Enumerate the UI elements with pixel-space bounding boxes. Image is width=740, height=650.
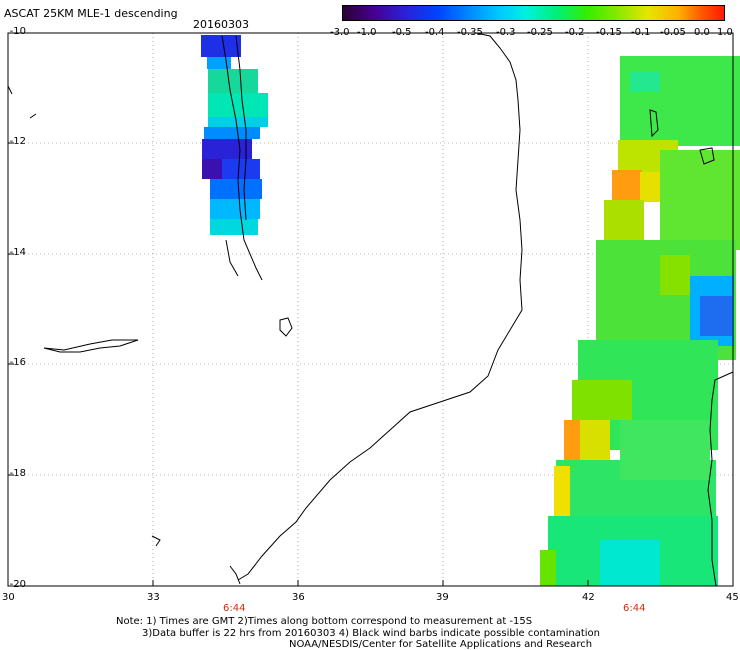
time-mark: 6:44: [223, 603, 246, 614]
x-tick-label: 39: [436, 592, 449, 603]
x-tick-label: 45: [726, 592, 739, 603]
coastlines: [7, 32, 734, 587]
colorbar: [342, 5, 725, 21]
map-frame: [7, 32, 734, 587]
note-line-2: 3)Data buffer is 22 hrs from 20160303 4)…: [142, 628, 600, 639]
note-line-1: Note: 1) Times are GMT 2)Times along bot…: [116, 616, 533, 627]
map-title: ASCAT 25KM MLE-1 descending: [4, 7, 178, 20]
y-tick-label: -20: [9, 579, 26, 590]
y-tick-label: -14: [9, 247, 26, 258]
note-line-3: NOAA/NESDIS/Center for Satellite Applica…: [289, 639, 593, 650]
axis-ticks: [8, 142, 589, 586]
y-tick-label: -12: [9, 136, 26, 147]
time-mark: 6:44: [623, 603, 646, 614]
x-tick-label: 30: [2, 592, 15, 603]
x-tick-label: 42: [582, 592, 595, 603]
y-tick-label: -16: [9, 357, 26, 368]
x-tick-label: 36: [292, 592, 305, 603]
x-tick-label: 33: [147, 592, 160, 603]
wind-swath-east: [540, 56, 740, 586]
y-tick-label: -10: [9, 26, 26, 37]
map-date: 20160303: [193, 18, 249, 31]
y-tick-label: -18: [9, 468, 26, 479]
wind-swath-west: [201, 35, 268, 235]
